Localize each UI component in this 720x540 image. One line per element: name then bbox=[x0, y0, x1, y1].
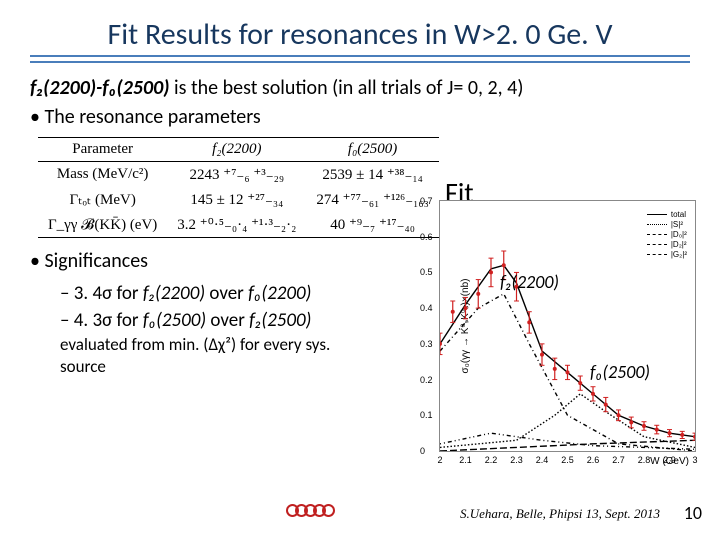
legend-item: |G₂|² bbox=[647, 250, 687, 259]
fit-chart: σ₀(γγ → K⁰ₛK⁰ₛ)×(nb) W (GeV) total|S|²|D… bbox=[439, 200, 696, 452]
col-f0: f₀(2500) bbox=[306, 138, 439, 162]
chart-legend: total|S|²|D₀|²|D₂|²|G₂|² bbox=[645, 207, 689, 262]
xtick: 2.8 bbox=[638, 455, 651, 465]
legend-item: |D₀|² bbox=[647, 230, 687, 239]
slide-title: Fit Results for resonances in W>2. 0 Ge.… bbox=[30, 16, 690, 53]
xtick: 2.2 bbox=[485, 455, 498, 465]
legend-item: |D₂|² bbox=[647, 240, 687, 249]
ytick: 0.4 bbox=[420, 303, 433, 313]
ytick: 0.3 bbox=[420, 339, 433, 349]
xtick: 2.4 bbox=[536, 455, 549, 465]
ytick: 0 bbox=[420, 446, 425, 456]
intro-line: f₂(2200)-f₀(2500) is the best solution (… bbox=[30, 75, 690, 102]
ytick: 0.1 bbox=[420, 410, 433, 420]
xtick: 3 bbox=[692, 455, 697, 465]
footer-citation: S.Uehara, Belle, Phipsi 13, Sept. 2013 bbox=[460, 506, 660, 522]
bullet-parameters: • The resonance parameters bbox=[30, 104, 690, 131]
xtick: 2 bbox=[437, 455, 442, 465]
xtick: 2.6 bbox=[587, 455, 600, 465]
legend-item: total bbox=[647, 210, 687, 219]
xtick: 2.9 bbox=[663, 455, 676, 465]
col-param: Parameter bbox=[38, 138, 167, 162]
annot-f2-2200: f₂(2200) bbox=[500, 271, 559, 293]
rings-logo-icon bbox=[290, 503, 335, 522]
ytick: 0.7 bbox=[420, 196, 433, 206]
annot-f0-2500: f₀(2500) bbox=[590, 361, 650, 383]
legend-item: |S|² bbox=[647, 220, 687, 229]
xtick: 2.1 bbox=[459, 455, 472, 465]
col-f2: f₂(2200) bbox=[167, 138, 306, 162]
page-number: 10 bbox=[684, 502, 702, 524]
table-row: Γ_γγ 𝓑(KK̄) (eV) 3.2 ⁺⁰·⁵₋₀·₄ ⁺¹·³₋₂·₂ 4… bbox=[38, 212, 439, 238]
parameter-table: Parameter f₂(2200) f₀(2500) Mass (MeV/c²… bbox=[38, 137, 439, 238]
ytick: 0.6 bbox=[420, 232, 433, 242]
title-underline bbox=[30, 55, 690, 63]
xtick: 2.5 bbox=[561, 455, 574, 465]
ytick: 0.2 bbox=[420, 375, 433, 385]
intro-rest: is the best solution (in all trials of J… bbox=[170, 76, 524, 100]
ytick: 0.5 bbox=[420, 267, 433, 277]
xtick: 2.7 bbox=[612, 455, 625, 465]
intro-resonances: f₂(2200)-f₀(2500) bbox=[30, 76, 170, 100]
xtick: 2.3 bbox=[510, 455, 523, 465]
table-row: Mass (MeV/c²) 2243 ⁺⁷₋₆ ⁺³₋₂₉ 2539 ± 14 … bbox=[38, 162, 439, 188]
table-header-row: Parameter f₂(2200) f₀(2500) bbox=[38, 138, 439, 162]
table-row: Γₜₒₜ (MeV) 145 ± 12 ⁺²⁷₋₃₄ 274 ⁺⁷⁷₋₆₁ ⁺¹… bbox=[38, 187, 439, 212]
